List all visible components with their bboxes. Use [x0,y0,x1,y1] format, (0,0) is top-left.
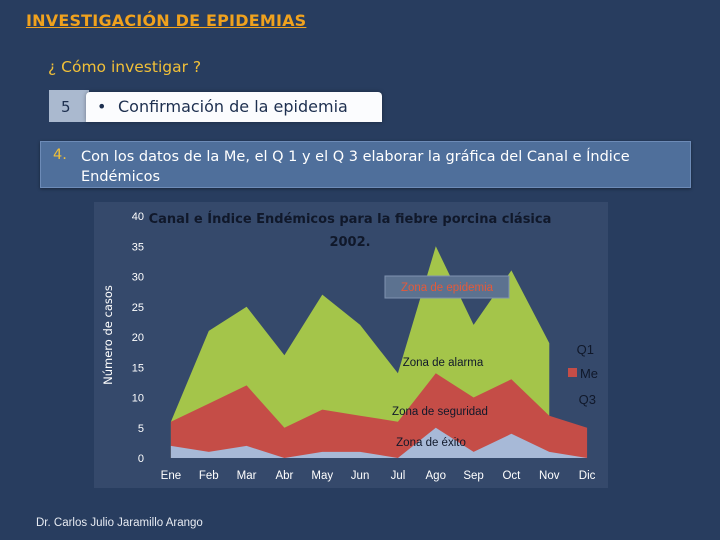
step-card: 5 • Confirmación de la epidemia [49,90,382,122]
chart-panel: 0 5 10 15 20 25 30 35 40 Ene Feb Mar Abr May Jun Jul Ago… [94,202,608,488]
step-number: 5 [49,90,89,122]
zone-alarma-label: Zona de alarma [403,357,484,369]
x-tick-label: Ago [426,470,446,482]
x-tick-label: Jun [351,470,370,482]
zone-epidemia-label: Zona de epidemia [401,282,494,294]
instruction-box: 4. Con los datos de la Me, el Q 1 y el Q… [40,141,691,188]
x-tick-label: Jul [391,470,406,482]
x-tick-label: Dic [579,470,596,482]
instruction-text: Con los datos de la Me, el Q 1 y el Q 3 … [81,149,630,185]
legend-label-q1: Q1 [577,342,594,357]
step-label-box: • Confirmación de la epidemia [86,92,382,122]
bullet-icon: • [97,97,107,116]
y-tick-label: 5 [138,423,144,435]
instruction-number: 4. [53,147,67,163]
y-tick-label: 20 [132,332,144,344]
y-tick-label: 0 [138,453,144,465]
area-me [170,373,588,458]
x-tick-label: Oct [502,470,521,482]
legend-label-me: Me [580,366,598,381]
y-axis-label: Número de casos [101,285,115,385]
y-tick-label: 30 [132,272,144,284]
x-tick-label: Sep [463,470,483,482]
legend-label-q3: Q3 [579,392,596,407]
slide-subtitle: ¿ Cómo investigar ? [48,58,202,76]
slide-title: INVESTIGACIÓN DE EPIDEMIAS [26,11,307,30]
x-tick-label: Feb [199,470,219,482]
y-tick-label: 40 [132,211,144,223]
x-tick-label: Abr [275,470,293,482]
y-tick-label: 10 [132,393,144,405]
y-tick-label: 35 [132,241,144,253]
zone-seguridad-label: Zona de seguridad [392,406,488,418]
y-tick-label: 25 [132,302,144,314]
x-tick-label: Mar [237,470,257,482]
x-tick-label: May [311,470,333,482]
endemic-channel-chart: 0 5 10 15 20 25 30 35 40 Ene Feb Mar Abr May Jun Jul Ago… [101,211,598,482]
legend-swatch-me [568,368,577,377]
x-tick-label: Ene [161,470,181,482]
zone-exito-label: Zona de éxito [396,437,466,449]
step-text: Confirmación de la epidemia [118,97,348,116]
chart-title-line-1: Canal e Índice Endémicos para la fiebre … [149,211,552,227]
y-tick-label: 15 [132,362,144,374]
author-footer: Dr. Carlos Julio Jaramillo Arango [36,517,203,529]
chart-title-line-2: 2002. [329,235,370,250]
x-tick-label: Nov [539,470,560,482]
zone-epidemia-box [384,275,510,299]
area-q3 [170,427,588,458]
